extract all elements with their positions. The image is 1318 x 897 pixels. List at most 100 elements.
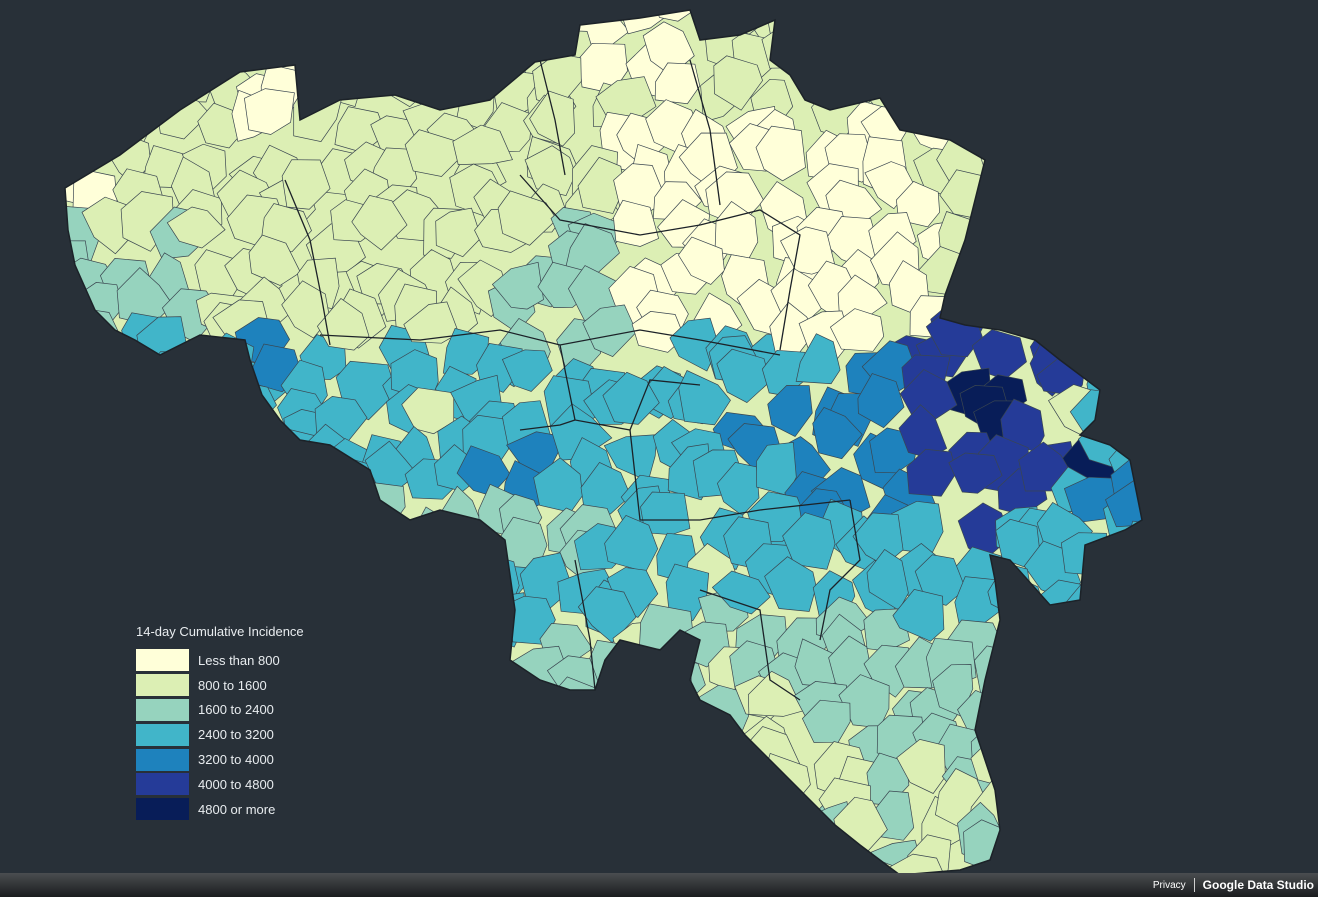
municipality-region[interactable]	[665, 563, 710, 622]
municipality-region[interactable]	[341, 545, 390, 593]
municipality-region[interactable]	[715, 797, 769, 855]
municipality-region[interactable]	[727, 816, 782, 866]
municipality-region[interactable]	[759, 848, 805, 873]
municipality-region[interactable]	[459, 666, 508, 726]
municipality-region[interactable]	[101, 561, 153, 612]
municipality-region[interactable]	[67, 473, 113, 531]
municipality-region[interactable]	[1140, 1, 1185, 53]
municipality-region[interactable]	[1049, 115, 1107, 166]
municipality-region[interactable]	[116, 491, 164, 535]
municipality-region[interactable]	[467, 5, 522, 63]
municipality-region[interactable]	[597, 773, 649, 819]
municipality-region[interactable]	[342, 735, 396, 784]
municipality-region[interactable]	[782, 512, 836, 570]
municipality-region[interactable]	[34, 805, 92, 859]
municipality-region[interactable]	[926, 5, 976, 57]
municipality-region[interactable]	[1051, 152, 1107, 198]
municipality-region[interactable]	[1135, 56, 1182, 106]
municipality-region[interactable]	[166, 206, 226, 249]
municipality-region[interactable]	[300, 629, 352, 691]
municipality-region[interactable]	[1120, 634, 1163, 680]
municipality-region[interactable]	[1014, 117, 1064, 171]
municipality-region[interactable]	[940, 68, 987, 120]
municipality-region[interactable]	[1113, 728, 1162, 790]
municipality-region[interactable]	[249, 449, 298, 504]
municipality-region[interactable]	[755, 125, 806, 182]
municipality-region[interactable]	[989, 176, 1042, 227]
municipality-region[interactable]	[984, 154, 1029, 210]
municipality-region[interactable]	[1121, 700, 1163, 749]
municipality-region[interactable]	[974, 645, 1021, 699]
municipality-region[interactable]	[454, 700, 513, 758]
municipality-region[interactable]	[551, 765, 601, 820]
municipality-region[interactable]	[294, 459, 343, 519]
municipality-region[interactable]	[48, 511, 107, 561]
municipality-region[interactable]	[1034, 814, 1091, 855]
municipality-region[interactable]	[356, 843, 409, 873]
municipality-region[interactable]	[318, 512, 365, 567]
municipality-region[interactable]	[953, 254, 1005, 313]
municipality-region[interactable]	[292, 849, 341, 874]
municipality-region[interactable]	[758, 834, 806, 874]
municipality-region[interactable]	[835, 14, 887, 73]
municipality-region[interactable]	[653, 0, 706, 22]
municipality-region[interactable]	[569, 846, 611, 873]
municipality-region[interactable]	[394, 7, 458, 55]
municipality-region[interactable]	[814, 48, 860, 99]
municipality-region[interactable]	[135, 34, 187, 81]
municipality-region[interactable]	[80, 441, 140, 493]
municipality-region[interactable]	[235, 7, 289, 69]
municipality-region[interactable]	[170, 834, 226, 874]
municipality-region[interactable]	[1108, 833, 1155, 873]
municipality-region[interactable]	[49, 546, 104, 591]
municipality-region[interactable]	[526, 0, 577, 50]
municipality-region[interactable]	[295, 0, 354, 41]
municipality-region[interactable]	[354, 612, 411, 668]
municipality-region[interactable]	[51, 318, 97, 368]
municipality-region[interactable]	[166, 54, 215, 103]
municipality-region[interactable]	[602, 371, 660, 425]
municipality-region[interactable]	[287, 816, 335, 866]
municipality-region[interactable]	[262, 865, 311, 873]
municipality-region[interactable]	[1016, 0, 1065, 47]
municipality-region[interactable]	[165, 0, 223, 40]
municipality-region[interactable]	[1061, 188, 1116, 240]
municipality-region[interactable]	[579, 824, 631, 873]
municipality-region[interactable]	[293, 22, 338, 66]
municipality-region[interactable]	[580, 461, 631, 521]
municipality-region[interactable]	[471, 556, 520, 604]
municipality-region[interactable]	[622, 809, 678, 850]
municipality-region[interactable]	[1088, 149, 1142, 197]
municipality-region[interactable]	[674, 754, 723, 815]
municipality-region[interactable]	[483, 725, 545, 772]
municipality-region[interactable]	[92, 80, 149, 130]
municipality-region[interactable]	[221, 581, 271, 626]
municipality-region[interactable]	[631, 311, 685, 353]
municipality-region[interactable]	[368, 546, 418, 594]
municipality-region[interactable]	[1049, 286, 1104, 339]
municipality-region[interactable]	[1037, 54, 1089, 107]
municipality-region[interactable]	[1114, 320, 1160, 369]
municipality-region[interactable]	[113, 0, 160, 50]
municipality-region[interactable]	[936, 13, 982, 63]
municipality-region[interactable]	[1081, 219, 1124, 270]
municipality-region[interactable]	[223, 382, 277, 431]
municipality-region[interactable]	[1080, 569, 1138, 621]
municipality-region[interactable]	[176, 575, 227, 631]
municipality-region[interactable]	[1057, 248, 1110, 304]
municipality-region[interactable]	[497, 190, 558, 246]
municipality-region[interactable]	[565, 761, 616, 809]
municipality-region[interactable]	[281, 280, 331, 339]
municipality-region[interactable]	[613, 199, 660, 247]
municipality-region[interactable]	[1082, 662, 1139, 717]
municipality-region[interactable]	[421, 528, 474, 576]
data-studio-logo[interactable]: Google Data Studio	[1202, 878, 1314, 892]
municipality-region[interactable]	[427, 653, 478, 706]
municipality-region[interactable]	[249, 0, 302, 45]
municipality-region[interactable]	[896, 739, 946, 794]
municipality-region[interactable]	[1116, 190, 1167, 249]
municipality-region[interactable]	[994, 106, 1038, 159]
municipality-region[interactable]	[63, 339, 120, 388]
municipality-region[interactable]	[164, 462, 215, 510]
municipality-region[interactable]	[94, 344, 151, 397]
